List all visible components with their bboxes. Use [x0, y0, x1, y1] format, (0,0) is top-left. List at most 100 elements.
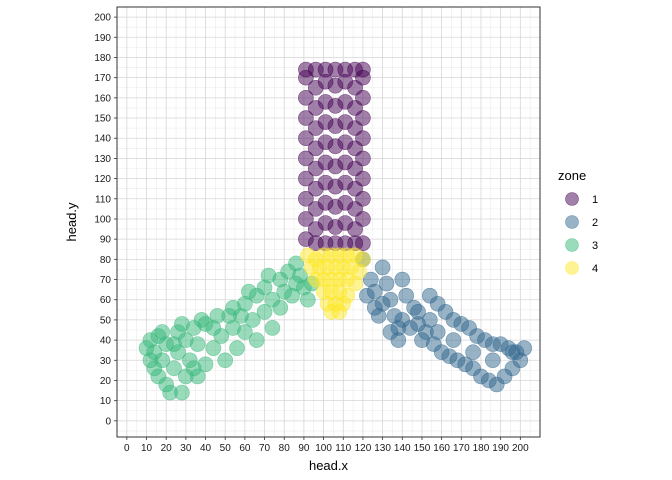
y-axis-title: head.y [64, 202, 79, 242]
legend: zone 1 2 3 4 [558, 168, 598, 275]
data-points [138, 61, 533, 401]
point-zone-3 [154, 324, 171, 340]
point-zone-3 [205, 320, 222, 336]
x-tick-label: 80 [279, 443, 291, 454]
y-tick-label: 120 [94, 174, 111, 185]
point-zone-4 [331, 304, 348, 320]
point-zone-1 [298, 150, 314, 167]
legend-key-1 [565, 192, 579, 206]
y-tick-label: 180 [94, 53, 111, 64]
y-tick-label: 60 [100, 295, 112, 306]
point-zone-2 [445, 332, 462, 348]
series-zone-3 [138, 255, 320, 401]
point-zone-2 [394, 271, 411, 288]
y-tick-label: 190 [94, 33, 111, 44]
point-zone-2 [484, 352, 501, 369]
point-zone-2 [422, 312, 438, 328]
y-tick-label: 10 [100, 396, 112, 407]
y-tick-label: 130 [94, 154, 111, 165]
x-tick-label: 190 [492, 443, 509, 454]
point-zone-1 [298, 110, 314, 126]
y-tick-label: 50 [100, 315, 112, 326]
point-zone-1 [298, 211, 314, 227]
legend-key-3 [565, 238, 579, 252]
x-tick-label: 30 [180, 443, 192, 454]
point-zone-3 [174, 316, 190, 332]
y-tick-label: 20 [100, 376, 112, 387]
y-tick-label: 160 [94, 93, 111, 104]
legend-label-1: 1 [592, 194, 598, 206]
point-zone-1 [355, 61, 371, 78]
x-tick-label: 170 [453, 443, 470, 454]
series-zone-1 [298, 61, 371, 251]
y-tick-label: 70 [100, 275, 112, 286]
x-tick-label: 40 [200, 443, 212, 454]
point-zone-3 [233, 308, 249, 324]
point-zone-4 [347, 275, 363, 292]
point-zone-3 [272, 299, 289, 316]
x-tick-label: 70 [259, 443, 271, 454]
x-tick-label: 100 [315, 443, 332, 454]
point-zone-3 [174, 384, 190, 401]
y-tick-label: 150 [94, 114, 111, 125]
point-zone-3 [189, 336, 206, 352]
point-zone-2 [429, 324, 446, 340]
point-zone-1 [355, 150, 371, 167]
point-zone-3 [217, 352, 234, 369]
legend-label-2: 2 [592, 217, 598, 229]
x-tick-label: 180 [473, 443, 490, 454]
point-zone-1 [298, 190, 314, 207]
point-zone-2 [374, 295, 391, 312]
point-zone-3 [260, 267, 277, 284]
point-zone-2 [410, 304, 426, 320]
y-tick-label: 90 [100, 235, 112, 246]
legend-label-4: 4 [592, 263, 598, 275]
point-zone-1 [298, 90, 314, 106]
x-tick-label: 120 [355, 443, 372, 454]
point-zone-3 [166, 360, 182, 377]
x-tick-label: 90 [298, 443, 310, 454]
point-zone-1 [298, 170, 314, 187]
series-zone-2 [355, 251, 533, 393]
legend-key-4 [565, 261, 579, 275]
x-tick-label: 60 [239, 443, 251, 454]
point-zone-2 [394, 312, 411, 328]
point-zone-2 [465, 344, 481, 361]
point-zone-2 [398, 287, 415, 304]
x-tick-label: 50 [220, 443, 232, 454]
point-zone-1 [298, 130, 314, 147]
legend-title: zone [558, 168, 586, 183]
point-zone-3 [300, 291, 316, 308]
series-zone-4 [300, 247, 371, 320]
x-tick-label: 160 [433, 443, 450, 454]
point-zone-3 [166, 336, 182, 352]
x-tick-label: 130 [374, 443, 391, 454]
x-tick-label: 20 [161, 443, 173, 454]
x-axis-title: head.x [309, 458, 349, 473]
x-tick-label: 0 [124, 443, 130, 454]
point-zone-3 [248, 332, 265, 348]
point-zone-3 [237, 324, 253, 340]
y-tick-label: 200 [94, 13, 111, 24]
point-zone-1 [355, 235, 371, 251]
point-zone-2 [378, 275, 395, 292]
point-zone-1 [355, 190, 371, 207]
point-zone-2 [366, 283, 383, 300]
point-zone-1 [355, 170, 371, 187]
point-zone-1 [355, 110, 371, 126]
y-tick-label: 100 [94, 214, 111, 225]
y-tick-label: 140 [94, 134, 111, 145]
y-tick-label: 170 [94, 73, 111, 84]
y-tick-label: 110 [95, 194, 111, 205]
x-tick-label: 150 [414, 443, 431, 454]
legend-key-2 [565, 215, 579, 229]
point-zone-3 [241, 283, 257, 300]
point-zone-3 [229, 340, 245, 356]
x-tick-label: 200 [512, 443, 529, 454]
point-zone-3 [205, 340, 222, 356]
point-zone-3 [193, 312, 210, 328]
x-tick-label: 10 [141, 443, 153, 454]
point-zone-3 [256, 304, 273, 320]
